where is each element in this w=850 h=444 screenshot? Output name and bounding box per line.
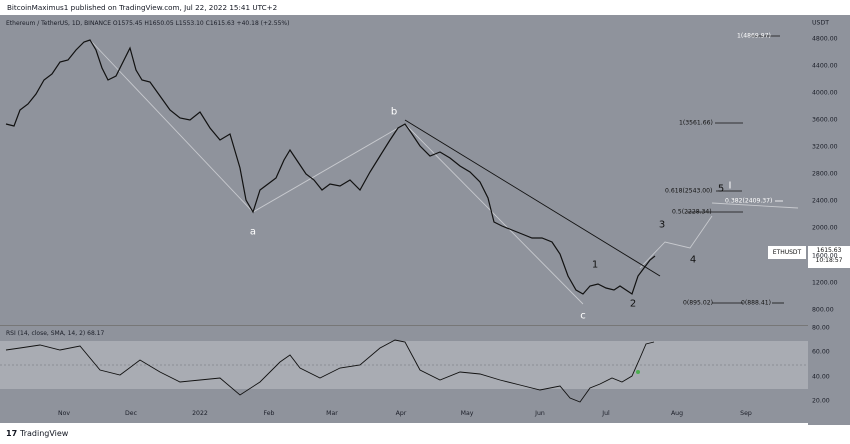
time-tick: Jul: [602, 410, 610, 417]
fib-label-0382: 0.382(2409.37): [725, 197, 773, 205]
time-tick: Nov: [57, 410, 71, 417]
rsi-legend[interactable]: RSI (14, close, SMA, 14, 2) 68.17: [6, 330, 105, 337]
tradingview-logo-icon[interactable]: 17: [6, 429, 18, 438]
fib-label-1-mid: 1(3561.66): [679, 119, 713, 127]
footer: 17 TradingView: [0, 425, 850, 444]
publish-info: BitcoinMaximus1 published on TradingView…: [7, 3, 278, 12]
last-price-value: 1615.63: [816, 247, 842, 254]
last-price-tag: 1615.63 10:18:57: [808, 246, 850, 268]
time-tick: Apr: [395, 410, 407, 417]
price-tick: 2400.00: [812, 197, 838, 205]
wave-label-5: 5: [717, 183, 725, 195]
bar-countdown: 10:18:57: [815, 257, 843, 264]
wave-label-4: 4: [689, 254, 697, 266]
symbol-legend[interactable]: Ethereum / TetherUS, 1D, BINANCE O1575.4…: [6, 20, 290, 27]
price-tick: 4800.00: [812, 35, 838, 43]
rsi-tick: 60.00: [812, 348, 830, 356]
price-tick: 2000.00: [812, 224, 838, 232]
publish-header: BitcoinMaximus1 published on TradingView…: [0, 0, 850, 15]
time-tick: Sep: [740, 410, 752, 417]
wave-label-c: c: [580, 310, 586, 322]
currency-label: USDT: [812, 19, 830, 27]
time-tick: May: [460, 410, 474, 417]
time-axis[interactable]: [0, 405, 808, 423]
wave-label-a: a: [249, 226, 257, 238]
wave-label-1: 1: [591, 259, 599, 271]
time-tick: Dec: [125, 410, 137, 417]
rsi-tick: 40.00: [812, 373, 830, 381]
price-tick: 1600.00: [812, 252, 838, 260]
pane-divider[interactable]: [0, 325, 850, 326]
price-tick: 1200.00: [812, 279, 838, 287]
symbol-price-tag: ETHUSDT: [768, 246, 806, 259]
price-tick: 3200.00: [812, 143, 838, 151]
time-tick: Aug: [670, 410, 684, 417]
rsi-tick: 80.00: [812, 324, 830, 332]
price-tick: 4000.00: [812, 89, 838, 97]
wave-label-i: I: [728, 180, 732, 192]
wave-label-b: b: [390, 106, 398, 118]
price-tick: 3600.00: [812, 116, 838, 124]
time-tick: Mar: [326, 410, 338, 417]
fib-label-1-high: 1(4869.97): [737, 32, 771, 40]
fib-label-0-b: 0(888.41): [741, 299, 771, 307]
time-tick: Feb: [263, 410, 275, 417]
rsi-tick: 20.00: [812, 397, 830, 405]
tradingview-brand[interactable]: TradingView: [20, 429, 69, 438]
fib-label-0-a: 0(895.02): [683, 299, 713, 307]
time-tick: 2022: [192, 410, 208, 417]
price-tick: 2800.00: [812, 170, 838, 178]
time-tick: Jun: [535, 410, 545, 417]
price-tick: 800.00: [812, 306, 834, 314]
fib-label-05: 0.5(2228.34): [672, 208, 712, 216]
price-axis[interactable]: [808, 15, 850, 425]
fib-label-0618: 0.618(2543.00): [665, 187, 713, 195]
price-tick: 4400.00: [812, 62, 838, 70]
wave-label-2: 2: [629, 298, 637, 310]
wave-label-3: 3: [658, 219, 666, 231]
